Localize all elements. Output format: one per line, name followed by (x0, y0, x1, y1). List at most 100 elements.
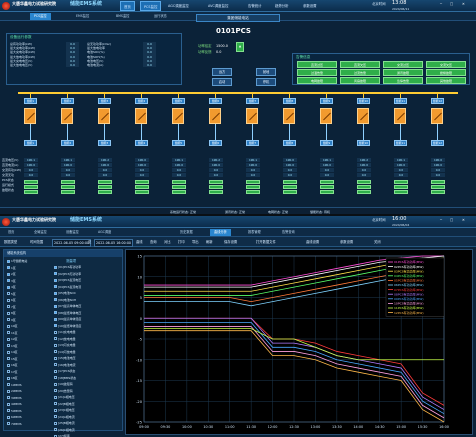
checkbox-icon[interactable] (54, 298, 57, 302)
tab-home[interactable]: 首页 (120, 1, 135, 11)
checkbox-icon[interactable] (7, 337, 10, 341)
tree-item[interactable]: 5#BMS (7, 408, 27, 415)
measure-item[interactable]: [25]B相电流 (54, 420, 81, 427)
battery-label[interactable]: 储能8 (283, 140, 296, 146)
remote-button[interactable]: 远方 (212, 68, 232, 76)
tab-pcs[interactable]: PCS监控 (140, 1, 162, 11)
tree-item[interactable]: 4区 (7, 284, 27, 291)
checkbox-icon[interactable] (54, 343, 57, 347)
export-button[interactable]: 导出 (192, 240, 199, 244)
measure-item[interactable]: [08]最低单体电压 (54, 310, 81, 317)
measure-item[interactable]: [04]PCS直流电流 (54, 284, 81, 291)
save-settings-button[interactable]: 保存设置 (224, 240, 238, 244)
pcs-converter-icon[interactable] (24, 108, 36, 124)
checkbox-icon[interactable] (54, 363, 57, 367)
measure-item[interactable]: [23]C相电压 (54, 407, 81, 414)
tree-item[interactable]: 2区 (7, 271, 27, 278)
minimize-icon[interactable]: ─ (440, 2, 443, 6)
tree-item[interactable]: 2#BMS (7, 388, 27, 395)
checkbox-icon[interactable] (7, 370, 10, 374)
checkbox-icon[interactable] (54, 382, 57, 386)
close-icon[interactable]: ✕ (462, 218, 465, 222)
checkbox-icon[interactable] (54, 330, 57, 334)
battery-label[interactable]: 储能10 (357, 140, 370, 146)
checkbox-icon[interactable] (7, 305, 10, 309)
battery-label[interactable]: 储能5 (172, 140, 185, 146)
checkbox-icon[interactable] (54, 395, 57, 399)
checkbox-icon[interactable] (54, 428, 57, 432)
checkbox-icon[interactable] (54, 350, 57, 354)
measure-item[interactable]: [13]可充电量 (54, 342, 81, 349)
tree-item[interactable]: 4#BMS (7, 401, 27, 408)
end-time-input[interactable]: 2022-06-05 16:00:00 (94, 239, 134, 247)
checkbox-icon[interactable] (54, 408, 57, 412)
maximize-icon[interactable]: □ (450, 218, 454, 222)
curve-button[interactable]: 曲线 (136, 240, 143, 244)
power-up-icon[interactable]: ▲ (236, 42, 244, 52)
close-button[interactable]: 关闭 (374, 240, 381, 244)
maximize-icon[interactable]: □ (450, 2, 454, 6)
measure-item[interactable]: [05]电池SOC (54, 290, 81, 297)
tab-agc[interactable]: AGC调度 (98, 230, 112, 234)
measure-item[interactable]: [02]PCS无功功率 (54, 271, 81, 278)
measure-item[interactable]: [20]告警码 (54, 388, 81, 395)
tab-alarm[interactable]: 告警查询 (282, 230, 295, 234)
curve-chart[interactable]: 15 10 5 0 -5 -10 -15 -20 -25 09:00 09:30 10:00 10:30… (125, 249, 473, 435)
tree-item[interactable]: 1区 (7, 265, 27, 272)
battery-label[interactable]: 储能11 (394, 140, 407, 146)
battery-label[interactable]: 储能7 (246, 140, 259, 146)
battery-label[interactable]: 储能9 (320, 140, 333, 146)
battery-label[interactable]: 储能2 (61, 140, 74, 146)
tab-avc[interactable]: AVC调度监控 (208, 4, 229, 8)
tree-item[interactable]: 1#BMS (7, 382, 27, 389)
checkbox-icon[interactable] (7, 383, 10, 387)
checkbox-icon[interactable] (54, 389, 57, 393)
checkbox-icon[interactable] (7, 389, 10, 393)
battery-label[interactable]: 储能6 (209, 140, 222, 146)
checkbox-icon[interactable] (7, 298, 10, 302)
tree-item[interactable]: 5区 (7, 291, 27, 298)
minimize-icon[interactable]: ─ (440, 218, 443, 222)
tree-item[interactable]: 3#BMS (7, 395, 27, 402)
tab-report[interactable]: 报表管理 (248, 230, 261, 234)
checkbox-icon[interactable] (54, 304, 57, 308)
stop-button[interactable]: 停机 (256, 78, 276, 86)
checkbox-icon[interactable] (7, 422, 10, 426)
checkbox-icon[interactable] (7, 331, 10, 335)
measure-item[interactable]: [03]PCS直流电压 (54, 277, 81, 284)
measure-item[interactable]: [21]A相电压 (54, 394, 81, 401)
checkbox-icon[interactable] (54, 421, 57, 425)
tab-device[interactable]: 设备监控 (66, 230, 79, 234)
pcs-converter-icon[interactable] (394, 108, 406, 124)
tree-item[interactable]: 15区 (7, 356, 27, 363)
start-time-input[interactable]: 2022-06-05 09:00:00 (52, 239, 92, 247)
tree-item[interactable]: 11区 (7, 330, 27, 337)
checkbox-icon[interactable] (54, 317, 57, 321)
param-settings-button[interactable]: 参数设置 (340, 240, 354, 244)
checkbox-icon[interactable] (7, 318, 10, 322)
checkbox-icon[interactable] (7, 324, 10, 328)
measure-item[interactable]: [06]电池SOH (54, 297, 81, 304)
measure-item[interactable]: [09]最高单体温度 (54, 316, 81, 323)
checkbox-icon[interactable] (7, 344, 10, 348)
measure-item[interactable]: [19]故障码 (54, 381, 81, 388)
tab-history[interactable]: 历史数据 (180, 230, 193, 234)
checkbox-icon[interactable] (7, 363, 10, 367)
checkbox-icon[interactable] (54, 265, 57, 269)
checkbox-icon[interactable] (7, 259, 10, 263)
checkbox-icon[interactable] (54, 415, 57, 419)
tree-item[interactable]: 14区 (7, 349, 27, 356)
pcs-converter-icon[interactable] (61, 108, 73, 124)
measure-item[interactable]: [15]电池电压 (54, 355, 81, 362)
battery-label[interactable]: 储能3 (98, 140, 111, 146)
checkbox-icon[interactable] (54, 311, 57, 315)
tab-agc[interactable]: AGC调度监控 (168, 4, 189, 8)
measure-item[interactable]: [16]电池电流 (54, 362, 81, 369)
checkbox-icon[interactable] (7, 396, 10, 400)
measure-item[interactable]: [27]频率 (54, 433, 81, 437)
tree-item[interactable]: 6#BMS (7, 414, 27, 421)
measure-item[interactable]: [01]PCS有功功率 (54, 264, 81, 271)
checkbox-icon[interactable] (7, 350, 10, 354)
checkbox-icon[interactable] (54, 356, 57, 360)
print-button[interactable]: 打印 (178, 240, 185, 244)
